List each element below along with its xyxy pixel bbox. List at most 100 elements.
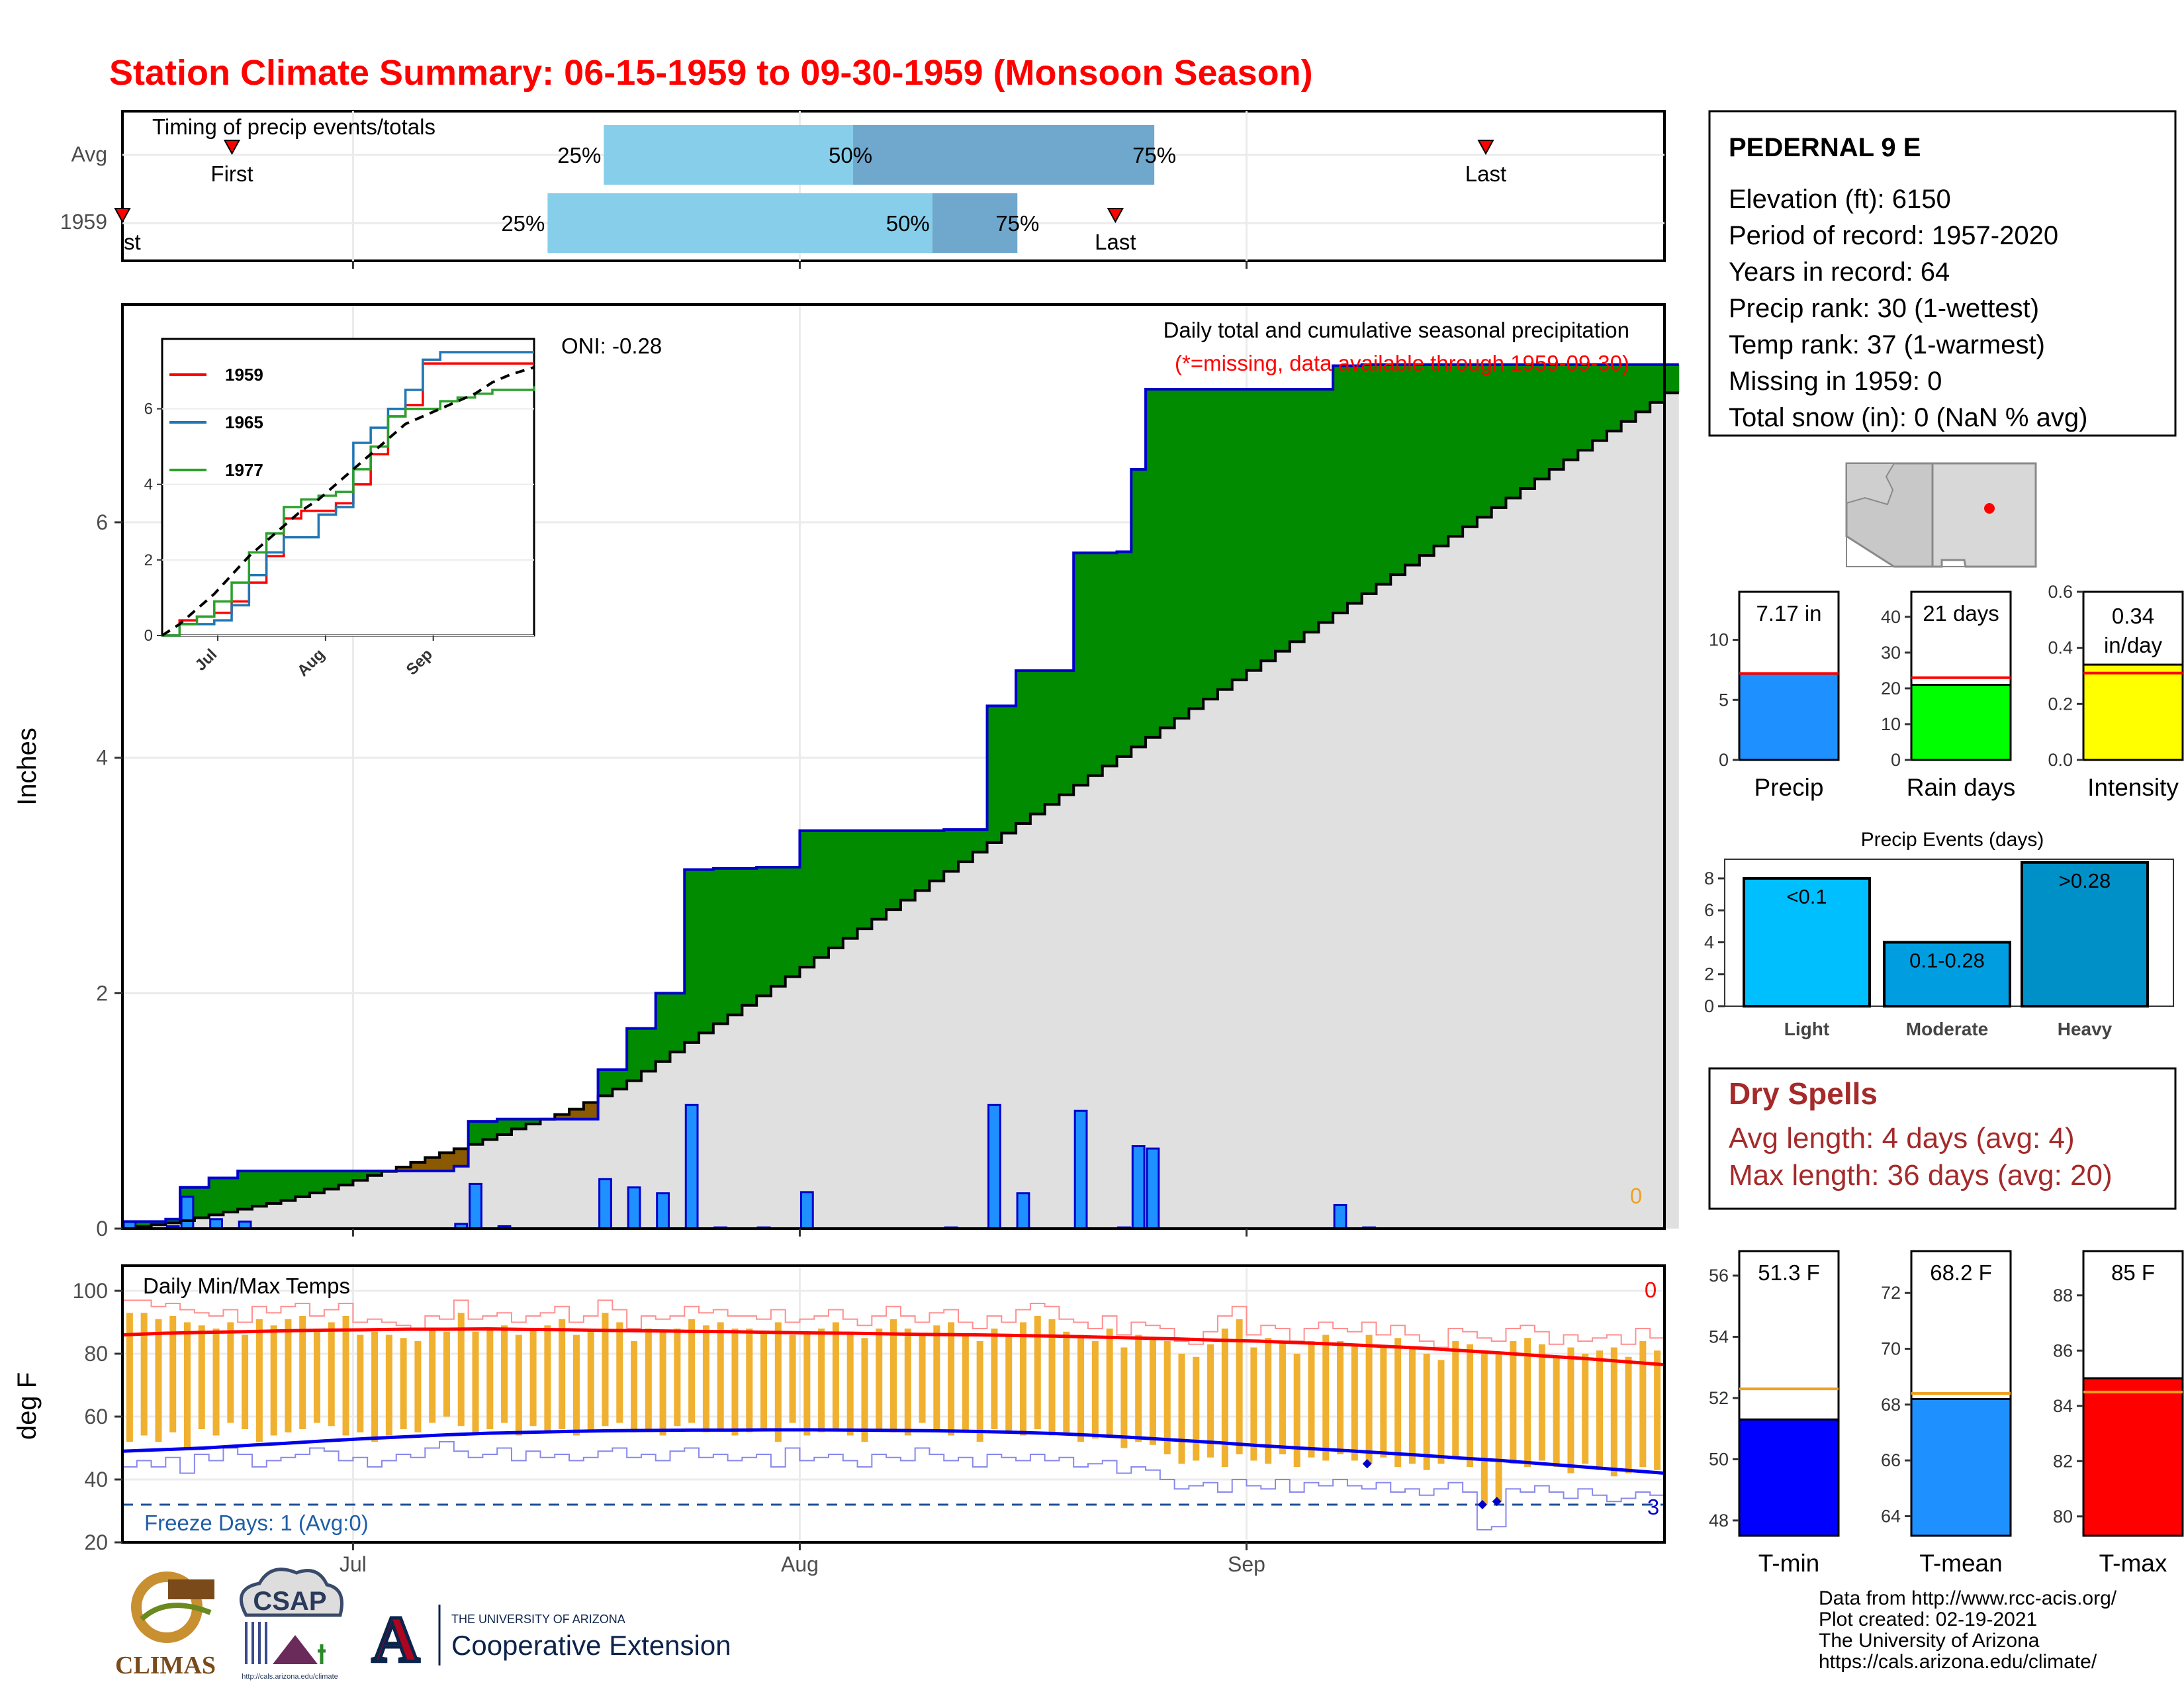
events-y-tick-label: 4 — [1704, 932, 1714, 952]
totals-y-tick-label: 0.0 — [2048, 750, 2073, 770]
timing-bars: 25% 50% 75% First Last 25% 50% 75% st Last — [114, 125, 1506, 254]
tsum-y-tick-label: 70 — [1881, 1339, 1901, 1359]
totals-bar-intensity — [2082, 663, 2184, 761]
temp-daily-range-bar — [1380, 1347, 1387, 1458]
inset-line-avg — [161, 365, 535, 637]
precip-above-avg-fill — [987, 706, 1002, 843]
temp-daily-range-bar — [1265, 1338, 1272, 1464]
temp-daily-range-bar — [1322, 1335, 1330, 1461]
precip-chart-title: Daily total and cumulative seasonal prec… — [1163, 318, 1629, 342]
precip-above-avg-fill — [1001, 706, 1017, 833]
temp-daily-range-bar — [313, 1329, 320, 1423]
precip-above-avg-fill — [136, 1221, 152, 1227]
temp-daily-range-bar — [242, 1335, 249, 1429]
main-title: Station Climate Summary: 06-15-1959 to 0… — [109, 53, 1313, 93]
tsum-category-label: T-min — [1758, 1550, 1820, 1577]
precip-above-avg-fill — [1606, 364, 1622, 432]
totals-y-tick-label: 40 — [1881, 607, 1901, 627]
tsum-y-tick-label: 68 — [1881, 1395, 1901, 1415]
temp-frame — [121, 1264, 1666, 1544]
temp-daily-range-bar — [1106, 1329, 1113, 1436]
precip-daily-bar — [1016, 1192, 1030, 1230]
precip-below-avg-fill — [396, 1167, 412, 1171]
temp-daily-range-bar — [472, 1331, 479, 1432]
temp-daily-range-bar — [1163, 1341, 1171, 1454]
temp-daily-range-bar — [1610, 1347, 1617, 1477]
tsum-y-tick-label: 54 — [1709, 1327, 1729, 1346]
freeze-day-marker-icon — [1362, 1459, 1372, 1469]
temp-daily-range-bar — [1034, 1316, 1041, 1429]
tsum-y-tick-label: 52 — [1709, 1388, 1729, 1408]
precip-above-avg-fill — [1650, 364, 1665, 402]
temp-missing-count: 0 — [1645, 1278, 1657, 1302]
temp-daily-range-bar — [140, 1313, 148, 1436]
precip-above-avg-fill — [1203, 389, 1218, 700]
temp-daily-range-bar — [486, 1329, 494, 1429]
temp-daily-range-bar — [1063, 1331, 1070, 1432]
dry-spells-frame — [1708, 1067, 2177, 1210]
timing-last-marker-icon — [1107, 208, 1124, 224]
temp-daily-range-bar — [371, 1331, 379, 1442]
temp-y-tick-label: 80 — [84, 1342, 108, 1366]
timing-row-label-year: 1959 — [60, 210, 107, 234]
precip-above-avg-fill — [742, 868, 757, 1006]
precip-above-avg-fill — [785, 867, 800, 977]
temp-x-axis: Jul Aug Sep — [340, 1542, 1265, 1576]
temp-daily-range-bar — [212, 1329, 220, 1436]
events-category-label: Moderate — [1906, 1019, 1988, 1039]
temp-daily-range-bar — [1394, 1338, 1402, 1467]
precip-above-avg-fill — [1578, 364, 1593, 451]
precip-daily-bar — [209, 1218, 223, 1230]
tsum-y-tick-label: 50 — [1709, 1449, 1729, 1469]
temp-daily-range-bar — [572, 1335, 580, 1436]
precip-chart-subtitle: (*=missing, data available through 1959-… — [1175, 351, 1629, 375]
timing-pct-label: 75% — [995, 211, 1039, 236]
ua-extension-logo: A THE UNIVERSITY OF ARIZONA Cooperative … — [370, 1601, 731, 1678]
csap-cloud-icon — [239, 1568, 343, 1617]
tsum-y-tick-label: 84 — [2053, 1396, 2073, 1416]
events-y-tick-label: 0 — [1704, 996, 1714, 1016]
temp-panel: 20 40 60 80 100 Jul Aug Sep deg F Daily Min/Ma… — [13, 1264, 1666, 1576]
precip-daily-bar — [656, 1192, 670, 1230]
precip-above-avg-fill — [1059, 671, 1074, 795]
temp-daily-range-bar — [299, 1316, 306, 1429]
precip-above-avg-fill — [1419, 364, 1435, 556]
totals-y-tick-label: 0.2 — [2048, 694, 2073, 714]
temp-avg-max-line — [122, 1327, 1665, 1367]
temp-y-tick-label: 60 — [84, 1405, 108, 1429]
tsum-category-label: T-mean — [1919, 1550, 2002, 1577]
precip-above-avg-fill — [1102, 553, 1118, 767]
events-category-label: Light — [1784, 1019, 1829, 1039]
freeze-days-label: Freeze Days: 1 (Avg:0) — [144, 1511, 369, 1535]
timing-bar-q2 — [932, 193, 1018, 253]
totals-value-label: 0.34 — [2112, 604, 2154, 628]
precip-above-avg-fill — [525, 1119, 541, 1125]
station-elevation: Elevation (ft): 6150 — [1729, 185, 1951, 214]
tsum-bar-t-min — [1738, 1418, 1840, 1537]
footer-website: https://cals.arizona.edu/climate/ — [1819, 1651, 2097, 1673]
tsum-bar-t-mean — [1910, 1397, 2012, 1537]
precip-above-avg-fill — [1563, 364, 1578, 460]
precip-daily-bar — [598, 1178, 612, 1230]
precip-above-avg-fill — [1491, 364, 1506, 508]
inset-y-tick-label: 0 — [144, 627, 153, 645]
temp-daily-range-bar — [1408, 1347, 1416, 1464]
precip-above-avg-fill — [1390, 364, 1406, 575]
precip-above-avg-fill — [1044, 671, 1060, 805]
temp-daily-range-bar — [1437, 1360, 1445, 1464]
temp-daily-range-bar — [1654, 1350, 1661, 1470]
precip-above-avg-fill — [929, 830, 944, 881]
timing-pct-label: 75% — [1132, 143, 1176, 167]
temp-daily-range-bar — [385, 1335, 392, 1436]
precip-above-avg-fill — [266, 1170, 282, 1203]
timing-bar-q2 — [853, 125, 1155, 185]
footer-plot-created: Plot created: 02-19-2021 — [1819, 1609, 2037, 1630]
map-state-neighbor — [1846, 463, 1895, 506]
temp-daily-range-bar — [1538, 1344, 1545, 1461]
inset-y-tick-label: 6 — [144, 400, 153, 418]
precip-above-avg-fill — [857, 830, 872, 929]
tsum-bar-t-max — [2082, 1377, 2184, 1537]
precip-daily-bar — [1073, 1109, 1088, 1230]
ua-logo-line2: Cooperative Extension — [451, 1630, 731, 1661]
precip-above-avg-fill — [1506, 364, 1521, 498]
